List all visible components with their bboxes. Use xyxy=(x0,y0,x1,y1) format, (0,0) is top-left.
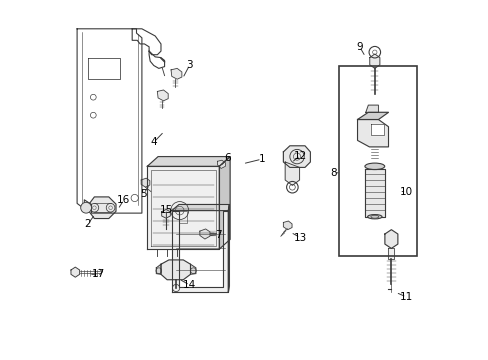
Polygon shape xyxy=(357,120,387,147)
Text: 11: 11 xyxy=(399,292,412,302)
Ellipse shape xyxy=(367,215,381,219)
Polygon shape xyxy=(161,260,190,280)
Polygon shape xyxy=(162,210,170,218)
Polygon shape xyxy=(384,230,397,248)
Polygon shape xyxy=(365,105,378,112)
Polygon shape xyxy=(283,146,310,167)
Polygon shape xyxy=(283,221,291,230)
Text: 5: 5 xyxy=(140,189,147,199)
Polygon shape xyxy=(219,157,230,249)
Text: 2: 2 xyxy=(84,219,91,229)
Polygon shape xyxy=(200,229,209,239)
Polygon shape xyxy=(156,264,161,274)
Ellipse shape xyxy=(364,163,384,170)
Polygon shape xyxy=(171,204,229,211)
Text: 17: 17 xyxy=(92,269,105,279)
Polygon shape xyxy=(171,211,228,292)
Text: 7: 7 xyxy=(215,230,222,240)
Polygon shape xyxy=(141,178,149,187)
Polygon shape xyxy=(357,112,387,120)
Polygon shape xyxy=(285,162,299,185)
Circle shape xyxy=(81,202,91,213)
Text: 16: 16 xyxy=(117,195,130,205)
Polygon shape xyxy=(369,54,379,68)
Ellipse shape xyxy=(370,215,378,218)
Text: 3: 3 xyxy=(186,60,193,70)
Polygon shape xyxy=(171,68,182,79)
Text: 13: 13 xyxy=(293,233,306,243)
Polygon shape xyxy=(147,157,230,166)
Polygon shape xyxy=(89,197,116,219)
Text: 8: 8 xyxy=(330,168,336,178)
Polygon shape xyxy=(71,267,80,277)
Text: 14: 14 xyxy=(183,280,196,290)
Polygon shape xyxy=(370,124,383,135)
Text: 4: 4 xyxy=(150,137,157,147)
Text: 1: 1 xyxy=(258,154,264,164)
Polygon shape xyxy=(364,169,384,217)
Text: 12: 12 xyxy=(293,150,306,161)
Polygon shape xyxy=(217,160,225,168)
Polygon shape xyxy=(228,204,229,292)
Polygon shape xyxy=(190,264,196,274)
Polygon shape xyxy=(387,248,393,259)
Bar xyxy=(338,66,416,256)
Text: 6: 6 xyxy=(224,153,230,163)
Text: 10: 10 xyxy=(399,186,412,197)
Text: 15: 15 xyxy=(160,204,173,215)
Text: 9: 9 xyxy=(356,42,362,52)
Polygon shape xyxy=(147,166,219,249)
Polygon shape xyxy=(157,90,168,101)
